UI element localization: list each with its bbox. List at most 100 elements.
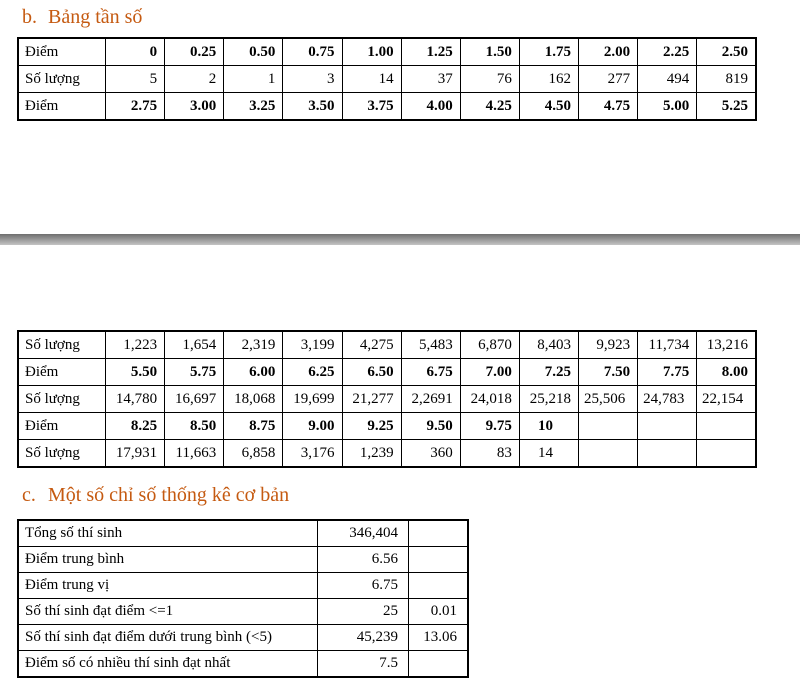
table-cell: 6.25 <box>282 358 343 386</box>
table-cell: 8.50 <box>164 412 225 440</box>
table-cell: 8,403 <box>518 330 580 359</box>
table-cell: 1,239 <box>341 439 402 468</box>
table-cell: 0.75 <box>282 37 343 66</box>
table-cell: 11,734 <box>637 330 698 359</box>
table-cell <box>637 412 698 440</box>
heading-text: Một số chỉ số thống kê cơ bản <box>48 484 290 506</box>
table-cell: 0.50 <box>223 37 284 66</box>
table-cell: 2,2691 <box>400 385 461 413</box>
table-cell: 8.75 <box>223 412 284 440</box>
table-cell: 76 <box>459 65 520 93</box>
table-cell: 7.25 <box>518 358 580 386</box>
table-cell: 3,176 <box>282 439 343 468</box>
row-label: Tổng số thí sinh <box>17 519 318 547</box>
table-row: Điểm 5.50 5.75 6.00 6.25 6.50 6.75 7.00 7.25 7.50… <box>17 358 757 386</box>
table-cell: 0.25 <box>164 37 225 66</box>
table-cell: 0.01 <box>408 598 469 625</box>
row-label: Số lượng <box>17 385 106 413</box>
table-cell: 346,404 <box>317 519 409 547</box>
table-cell: 9.00 <box>282 412 343 440</box>
table-cell: 6.50 <box>341 358 402 386</box>
section-heading-b: b. Bảng tần số <box>22 6 142 29</box>
table-row: Số lượng 5 2 1 3 14 37 76 162 277 494 819 <box>17 65 757 93</box>
table-cell <box>637 439 698 468</box>
table-row: Số lượng 17,931 11,663 6,858 3,176 1,239 360 83… <box>17 439 757 468</box>
row-label: Điểm trung vị <box>17 572 318 599</box>
table-cell: 2.25 <box>637 37 698 66</box>
row-label: Số thí sinh đạt điểm <=1 <box>17 598 318 625</box>
table-cell: 8.25 <box>104 412 166 440</box>
table-cell: 4.75 <box>577 92 639 121</box>
table-cell: 3,199 <box>282 330 343 359</box>
table-cell: 22,154 <box>696 385 757 413</box>
table-cell: 1,654 <box>164 330 225 359</box>
table-cell: 5,483 <box>400 330 461 359</box>
table-cell: 18,068 <box>223 385 284 413</box>
table-cell: 2,319 <box>223 330 284 359</box>
table-cell: 494 <box>637 65 698 93</box>
table-cell <box>696 412 757 440</box>
summary-statistics-table: Tổng số thí sinh 346,404 Điểm trung bình 6.… <box>17 519 469 678</box>
table-row: Số thí sinh đạt điểm dưới trung bình (<5… <box>17 624 469 651</box>
table-cell: 2.75 <box>104 92 166 121</box>
table-cell: 2.50 <box>696 37 757 66</box>
table-cell: 7.5 <box>317 650 409 678</box>
table-cell: 16,697 <box>164 385 225 413</box>
table-cell: 4.50 <box>518 92 580 121</box>
table-cell: 9.75 <box>459 412 520 440</box>
table-row: Tổng số thí sinh 346,404 <box>17 519 469 547</box>
table-cell: 24,783 <box>637 385 698 413</box>
table-cell: 6,858 <box>223 439 284 468</box>
table-cell: 3.25 <box>223 92 284 121</box>
heading-text: Bảng tần số <box>48 6 143 28</box>
heading-marker: c. <box>22 484 36 506</box>
row-label: Số lượng <box>17 65 106 93</box>
table-cell: 25 <box>317 598 409 625</box>
table-cell: 162 <box>518 65 580 93</box>
table-cell <box>408 650 469 678</box>
table-cell: 83 <box>459 439 520 468</box>
table-cell: 9,923 <box>577 330 639 359</box>
table-cell: 1.50 <box>459 37 520 66</box>
row-label: Điểm <box>17 92 106 121</box>
table-cell: 3.50 <box>282 92 343 121</box>
table-cell: 19,699 <box>282 385 343 413</box>
table-cell: 6.75 <box>400 358 461 386</box>
table-cell: 5.50 <box>104 358 166 386</box>
table-row: Điểm trung bình 6.56 <box>17 546 469 573</box>
table-cell <box>577 412 639 440</box>
table-row: Điểm 8.25 8.50 8.75 9.00 9.25 9.50 9.75 10 <box>17 412 757 440</box>
table-cell: 7.50 <box>577 358 639 386</box>
table-cell <box>696 439 757 468</box>
table-cell <box>577 439 639 468</box>
table-cell: 4.00 <box>400 92 461 121</box>
table-cell: 9.50 <box>400 412 461 440</box>
row-label: Số lượng <box>17 439 106 468</box>
table-cell: 7.75 <box>637 358 698 386</box>
table-cell: 4,275 <box>341 330 402 359</box>
table-cell: 8.00 <box>696 358 757 386</box>
table-cell: 13.06 <box>408 624 469 651</box>
table-cell: 6,870 <box>459 330 520 359</box>
row-label: Số thí sinh đạt điểm dưới trung bình (<5… <box>17 624 318 651</box>
table-cell: 1 <box>223 65 284 93</box>
table-cell: 9.25 <box>341 412 402 440</box>
table-row: Điểm 2.75 3.00 3.25 3.50 3.75 4.00 4.25 4.50 4.75… <box>17 92 757 121</box>
table-cell: 1.75 <box>518 37 580 66</box>
table-cell: 14 <box>341 65 402 93</box>
row-label: Điểm trung bình <box>17 546 318 573</box>
table-cell: 819 <box>696 65 757 93</box>
row-label: Điểm <box>17 37 106 66</box>
table-cell: 11,663 <box>164 439 225 468</box>
table-cell: 45,239 <box>317 624 409 651</box>
table-cell: 13,216 <box>696 330 757 359</box>
table-cell: 1.25 <box>400 37 461 66</box>
table-cell: 21,277 <box>341 385 402 413</box>
table-cell: 24,018 <box>459 385 520 413</box>
page-break-divider <box>0 234 800 245</box>
table-cell: 6.00 <box>223 358 284 386</box>
section-heading-c: c. Một số chỉ số thống kê cơ bản <box>22 484 289 507</box>
table-cell: 10 <box>518 412 580 440</box>
table-cell: 1.00 <box>341 37 402 66</box>
